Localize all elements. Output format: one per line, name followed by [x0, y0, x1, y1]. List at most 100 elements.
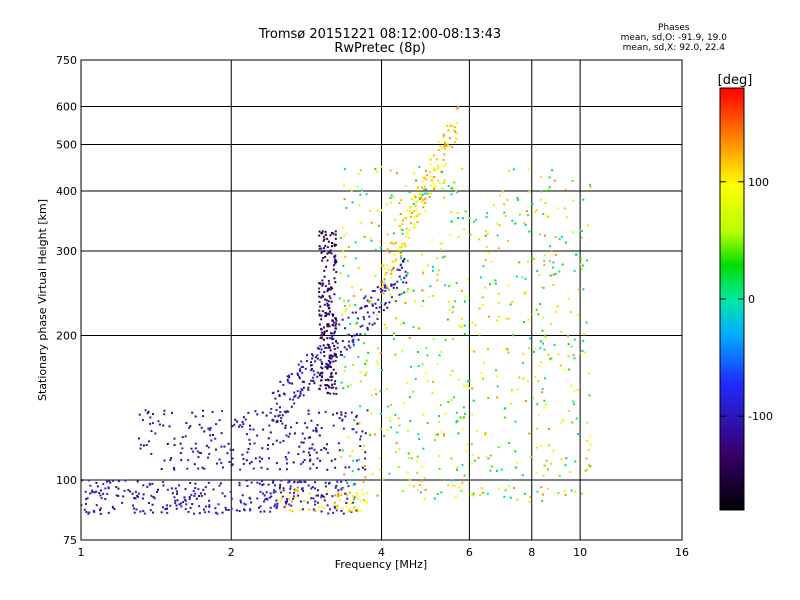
echo-point	[355, 333, 358, 336]
echo-point	[295, 488, 298, 491]
echo-point	[331, 354, 334, 357]
echo-point	[394, 317, 397, 320]
echo-point	[414, 200, 417, 203]
echo-point	[275, 506, 278, 509]
echo-point	[343, 304, 346, 307]
echo-point	[124, 479, 127, 482]
echo-point	[543, 348, 546, 351]
echo-point	[466, 443, 469, 446]
echo-point	[545, 190, 548, 193]
echo-point	[427, 264, 430, 267]
echo-point	[357, 266, 360, 269]
echo-point	[380, 209, 383, 212]
echo-point	[463, 300, 466, 303]
y-tick-label: 200	[56, 330, 77, 343]
echo-point	[329, 392, 332, 395]
echo-point	[99, 494, 102, 497]
echo-point	[303, 437, 306, 440]
echo-point	[308, 459, 311, 462]
echo-point	[473, 350, 476, 353]
echo-point	[366, 299, 369, 302]
echo-point	[386, 203, 389, 206]
echo-point	[280, 497, 283, 500]
echo-point	[325, 265, 328, 268]
echo-point	[560, 421, 563, 424]
echo-point	[329, 362, 332, 365]
echo-point	[448, 137, 451, 140]
echo-point	[449, 374, 452, 377]
echo-point	[506, 240, 509, 243]
echo-point	[488, 283, 491, 286]
echo-point	[415, 209, 418, 212]
echo-point	[273, 489, 276, 492]
echo-point	[209, 434, 212, 437]
echo-point	[326, 323, 329, 326]
echo-point	[308, 492, 311, 495]
echo-point	[421, 193, 424, 196]
echo-point	[291, 382, 294, 385]
echo-point	[495, 369, 498, 372]
x-tick-label: 1	[78, 546, 85, 559]
echo-point	[324, 485, 327, 488]
echo-point	[461, 481, 464, 484]
echo-point	[431, 239, 434, 242]
echo-point	[321, 371, 324, 374]
echo-point	[369, 237, 372, 240]
echo-point	[107, 511, 110, 514]
echo-point	[400, 278, 403, 281]
echo-point	[381, 369, 384, 372]
echo-point	[319, 372, 322, 375]
echo-point	[405, 235, 408, 238]
echo-point	[327, 279, 330, 282]
echo-point	[230, 507, 233, 510]
echo-point	[298, 480, 301, 483]
echo-point	[497, 446, 500, 449]
echo-point	[266, 467, 269, 470]
echo-point	[439, 181, 442, 184]
echo-point	[194, 415, 197, 418]
echo-point	[398, 246, 401, 249]
echo-point	[333, 332, 336, 335]
echo-point	[290, 500, 293, 503]
echo-point	[440, 171, 443, 174]
echo-point	[516, 462, 519, 465]
echo-point	[173, 437, 176, 440]
echo-point	[319, 358, 322, 361]
echo-point	[324, 244, 327, 247]
echo-point	[318, 247, 321, 250]
echo-point	[327, 251, 330, 254]
echo-point	[552, 273, 555, 276]
echo-point	[237, 425, 240, 428]
y-tick-label: 600	[56, 101, 77, 114]
echo-point	[301, 389, 304, 392]
echo-point	[301, 432, 304, 435]
echo-point	[424, 210, 427, 213]
echo-point	[326, 290, 329, 293]
echo-point	[537, 414, 540, 417]
echo-point	[492, 204, 495, 207]
echo-point	[535, 209, 538, 212]
echo-point	[341, 340, 344, 343]
echo-point	[334, 494, 337, 497]
echo-point	[485, 215, 488, 218]
echo-point	[374, 248, 377, 251]
echo-point	[539, 175, 542, 178]
echo-point	[285, 502, 288, 505]
echo-point	[316, 371, 319, 374]
echo-point	[547, 444, 550, 447]
echo-point	[481, 296, 484, 299]
echo-point	[342, 264, 345, 267]
echo-point	[147, 440, 150, 443]
echo-point	[577, 313, 580, 316]
echo-point	[331, 242, 334, 245]
echo-point	[453, 126, 456, 129]
echo-point	[378, 306, 381, 309]
echo-point	[278, 487, 281, 490]
echo-point	[244, 418, 247, 421]
echo-point	[554, 253, 557, 256]
echo-point	[139, 510, 142, 513]
echo-point	[204, 505, 207, 508]
echo-point	[233, 423, 236, 426]
echo-point	[308, 508, 311, 511]
